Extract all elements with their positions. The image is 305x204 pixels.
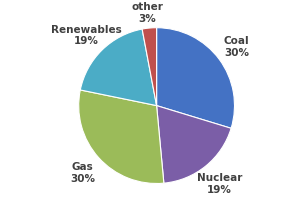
Text: Oil and
other
3%: Oil and other 3% xyxy=(127,0,168,24)
Wedge shape xyxy=(79,91,164,184)
Text: Coal
30%: Coal 30% xyxy=(224,36,249,58)
Wedge shape xyxy=(156,106,231,183)
Wedge shape xyxy=(156,29,235,129)
Wedge shape xyxy=(80,30,156,106)
Text: Renewables
19%: Renewables 19% xyxy=(51,25,122,46)
Text: Gas
30%: Gas 30% xyxy=(70,162,95,183)
Wedge shape xyxy=(142,29,156,106)
Text: Nuclear
19%: Nuclear 19% xyxy=(197,172,242,194)
